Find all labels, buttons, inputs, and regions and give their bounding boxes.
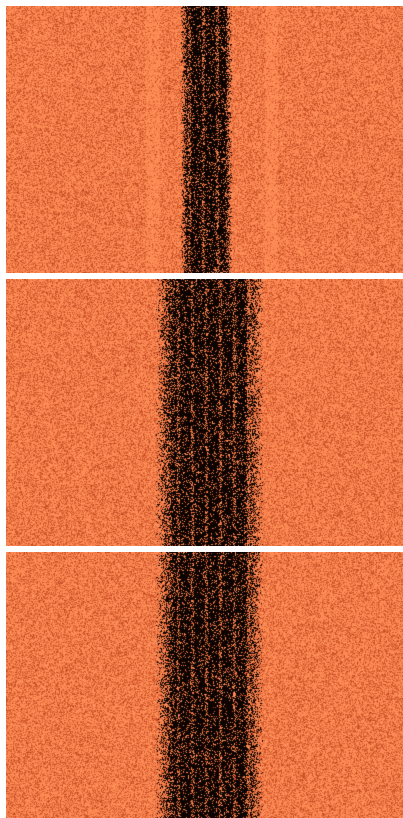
noise-panel-bottom <box>6 552 403 818</box>
noise-canvas-middle <box>6 279 403 546</box>
noise-panel-middle <box>6 279 403 546</box>
noise-canvas-bottom <box>6 552 403 818</box>
noise-panel-top <box>6 6 403 273</box>
noise-canvas-top <box>6 6 403 273</box>
